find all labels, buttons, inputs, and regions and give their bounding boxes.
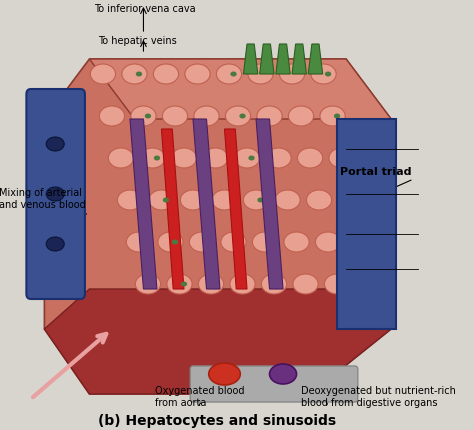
Ellipse shape	[118, 190, 143, 211]
Ellipse shape	[127, 233, 152, 252]
Text: (b) Hepatocytes and sinusoids: (b) Hepatocytes and sinusoids	[98, 413, 337, 427]
Ellipse shape	[172, 240, 178, 245]
Ellipse shape	[46, 138, 64, 152]
Ellipse shape	[316, 233, 341, 252]
Ellipse shape	[136, 72, 142, 77]
Ellipse shape	[257, 107, 282, 127]
Ellipse shape	[275, 190, 300, 211]
Ellipse shape	[325, 274, 350, 294]
Polygon shape	[130, 120, 157, 289]
Ellipse shape	[253, 233, 278, 252]
Ellipse shape	[145, 114, 151, 119]
Ellipse shape	[248, 65, 273, 85]
Ellipse shape	[181, 282, 187, 287]
Ellipse shape	[266, 240, 273, 245]
Ellipse shape	[266, 149, 291, 169]
Ellipse shape	[122, 65, 147, 85]
Ellipse shape	[221, 233, 246, 252]
Ellipse shape	[293, 274, 318, 294]
Ellipse shape	[181, 190, 206, 211]
Ellipse shape	[270, 364, 297, 384]
Ellipse shape	[257, 198, 264, 203]
Ellipse shape	[172, 149, 197, 169]
Ellipse shape	[167, 274, 192, 294]
Ellipse shape	[239, 114, 246, 119]
Polygon shape	[162, 130, 184, 289]
Polygon shape	[260, 45, 274, 75]
Ellipse shape	[343, 156, 349, 161]
Ellipse shape	[248, 156, 255, 161]
Ellipse shape	[347, 233, 372, 252]
Ellipse shape	[154, 65, 179, 85]
Polygon shape	[45, 289, 391, 394]
Ellipse shape	[209, 363, 240, 385]
Ellipse shape	[46, 237, 64, 252]
Ellipse shape	[194, 107, 219, 127]
Ellipse shape	[311, 65, 336, 85]
Ellipse shape	[109, 149, 134, 169]
Ellipse shape	[163, 198, 169, 203]
Ellipse shape	[203, 149, 228, 169]
Polygon shape	[244, 45, 258, 75]
Polygon shape	[45, 60, 391, 394]
Ellipse shape	[307, 190, 332, 211]
Ellipse shape	[262, 274, 287, 294]
Ellipse shape	[289, 107, 314, 127]
Text: To hepatic veins: To hepatic veins	[99, 36, 177, 46]
Ellipse shape	[334, 114, 340, 119]
Ellipse shape	[338, 190, 363, 211]
Ellipse shape	[136, 274, 161, 294]
Ellipse shape	[275, 282, 282, 287]
Ellipse shape	[329, 149, 354, 169]
Polygon shape	[256, 120, 283, 289]
Polygon shape	[90, 60, 391, 120]
Polygon shape	[337, 120, 396, 329]
Polygon shape	[276, 45, 290, 75]
Ellipse shape	[280, 65, 305, 85]
Ellipse shape	[185, 65, 210, 85]
Ellipse shape	[320, 107, 345, 127]
Polygon shape	[225, 130, 247, 289]
Text: Oxygenated blood
from aorta: Oxygenated blood from aorta	[155, 386, 245, 407]
Ellipse shape	[230, 72, 237, 77]
Ellipse shape	[235, 149, 260, 169]
Text: Mixing of arterial
and venous blood: Mixing of arterial and venous blood	[0, 188, 86, 209]
Ellipse shape	[100, 107, 125, 127]
Ellipse shape	[91, 65, 116, 85]
FancyBboxPatch shape	[190, 366, 358, 402]
Polygon shape	[292, 45, 307, 75]
FancyBboxPatch shape	[27, 90, 85, 299]
Ellipse shape	[361, 240, 367, 245]
Text: Deoxygenated but nutrient-rich
blood from digestive organs: Deoxygenated but nutrient-rich blood fro…	[301, 386, 456, 407]
Ellipse shape	[199, 274, 224, 294]
Polygon shape	[193, 120, 220, 289]
Ellipse shape	[352, 198, 358, 203]
Ellipse shape	[217, 65, 242, 85]
Ellipse shape	[230, 274, 255, 294]
Ellipse shape	[46, 187, 64, 202]
Ellipse shape	[154, 156, 160, 161]
Ellipse shape	[226, 107, 251, 127]
Ellipse shape	[140, 149, 165, 169]
Ellipse shape	[158, 233, 183, 252]
Ellipse shape	[244, 190, 269, 211]
Polygon shape	[308, 45, 323, 75]
Ellipse shape	[131, 107, 156, 127]
FancyArrowPatch shape	[33, 334, 106, 397]
Ellipse shape	[284, 233, 309, 252]
Ellipse shape	[325, 72, 331, 77]
Ellipse shape	[149, 190, 174, 211]
Text: Portal triad: Portal triad	[340, 166, 411, 177]
Text: To inferior vena cava: To inferior vena cava	[94, 4, 196, 14]
Ellipse shape	[190, 233, 215, 252]
Ellipse shape	[163, 107, 188, 127]
Ellipse shape	[298, 149, 323, 169]
Ellipse shape	[212, 190, 237, 211]
